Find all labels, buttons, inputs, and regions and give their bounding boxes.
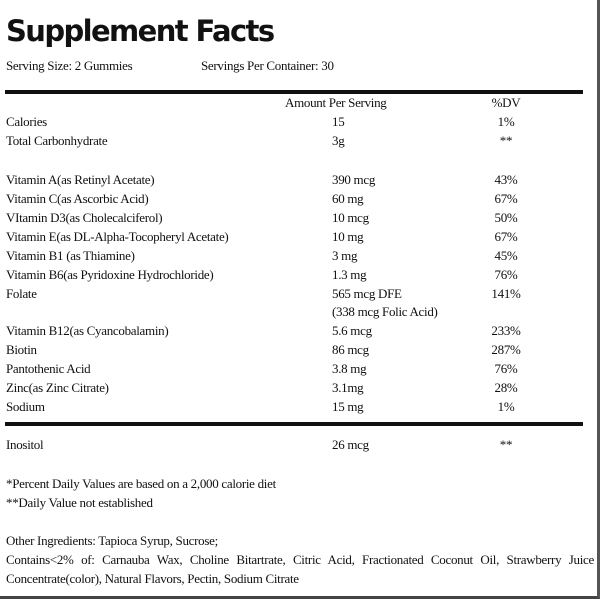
nutrient-amount: 5.6 mcg xyxy=(332,323,372,338)
nutrient-amount: 26 mcg xyxy=(332,437,369,452)
nutrient-dv: 45% xyxy=(494,248,518,263)
nutrient-dv: 76% xyxy=(494,361,518,376)
nutrient-dv: ** xyxy=(499,133,513,148)
serving-size: Serving Size: 2 Gummies xyxy=(6,58,133,73)
nutrient-amount: 15 mg xyxy=(332,399,364,414)
nutrient-dv: ** xyxy=(499,437,513,452)
nutrient-name: Vitamin E(as DL-Alpha-Tocopheryl Acetate… xyxy=(6,229,229,244)
nutrient-amount: 10 mcg xyxy=(332,210,369,225)
nutrient-row: Sodium 15 mg 1% xyxy=(0,399,600,415)
header-amount: Amount Per Serving xyxy=(285,95,387,110)
nutrient-name: Biotin xyxy=(6,342,37,357)
nutrient-amount: 15 xyxy=(332,114,345,129)
nutrient-amount: 10 mg xyxy=(332,229,364,244)
nutrient-row: Biotin 86 mcg 287% xyxy=(0,342,600,358)
nutrient-row: Pantothenic Acid 3.8 mg 76% xyxy=(0,361,600,377)
nutrient-amount: 565 mcg DFE xyxy=(332,286,402,301)
nutrient-name: Sodium xyxy=(6,399,45,414)
nutrient-dv: 1% xyxy=(497,114,515,129)
nutrient-row: Vitamin C(as Ascorbic Acid) 60 mg 67% xyxy=(0,191,600,207)
footnote-not-established: **Daily Value not established xyxy=(6,495,153,510)
nutrient-name: Total Carbonhydrate xyxy=(6,133,108,148)
nutrient-dv: 233% xyxy=(491,323,521,338)
nutrient-dv: 43% xyxy=(494,172,518,187)
nutrient-name: VItamin D3(as Cholecalciferol) xyxy=(6,210,163,225)
servings-per-container: Servings Per Container: 30 xyxy=(201,58,334,73)
nutrient-row: Vitamin B12(as Cyancobalamin) 5.6 mcg 233% xyxy=(0,323,600,339)
nutrient-dv: 287% xyxy=(491,342,521,357)
contains-ingredients: Contains<2% of: Carnauba Wax, Choline Bi… xyxy=(6,552,594,586)
nutrient-row: VItamin D3(as Cholecalciferol) 10 mcg 50% xyxy=(0,210,600,226)
page-title: Supplement Facts xyxy=(6,14,275,48)
nutrient-dv: 1% xyxy=(497,399,515,414)
nutrient-name: Zinc(as Zinc Citrate) xyxy=(6,380,109,395)
divider-top xyxy=(5,90,583,94)
nutrient-amount: 390 mcg xyxy=(332,172,376,187)
nutrient-amount: 3.8 mg xyxy=(332,361,367,376)
nutrient-amount: 3g xyxy=(332,133,345,148)
nutrient-row: Folate 565 mcg DFE 141% xyxy=(0,286,600,302)
nutrient-amount: 60 mg xyxy=(332,191,364,206)
nutrient-dv: 67% xyxy=(494,191,518,206)
nutrient-amount: 3 mg xyxy=(332,248,358,263)
nutrient-row: Vitamin A(as Retinyl Acetate) 390 mcg 43% xyxy=(0,172,600,188)
nutrient-name: Vitamin A(as Retinyl Acetate) xyxy=(6,172,155,187)
nutrient-name: Pantothenic Acid xyxy=(6,361,91,376)
nutrient-row: Vitamin B6(as Pyridoxine Hydrochloride) 1… xyxy=(0,267,600,283)
nutrient-dv: 28% xyxy=(494,380,518,395)
nutrient-amount: 86 mcg xyxy=(332,342,369,357)
divider-bottom xyxy=(5,422,583,426)
nutrient-row: Vitamin E(as DL-Alpha-Tocopheryl Acetate… xyxy=(0,229,600,245)
nutrient-row: Inositol 26 mcg ** xyxy=(0,437,600,453)
footnote-dv: *Percent Daily Values are based on a 2,0… xyxy=(6,476,276,491)
nutrient-row: Total Carbonhydrate 3g ** xyxy=(0,133,600,149)
header-dv: %DV xyxy=(491,95,521,110)
other-ingredients: Other Ingredients: Tapioca Syrup, Sucros… xyxy=(6,533,218,548)
nutrient-name: Vitamin B1 (as Thiamine) xyxy=(6,248,135,263)
nutrient-amount: 3.1mg xyxy=(332,380,364,395)
nutrient-row: Zinc(as Zinc Citrate) 3.1mg 28% xyxy=(0,380,600,396)
nutrient-name: Vitamin C(as Ascorbic Acid) xyxy=(6,191,149,206)
nutrient-name: Vitamin B12(as Cyancobalamin) xyxy=(6,323,169,338)
nutrient-amount: 1.3 mg xyxy=(332,267,367,282)
nutrient-dv: 67% xyxy=(494,229,518,244)
nutrient-name: Vitamin B6(as Pyridoxine Hydrochloride) xyxy=(6,267,214,282)
nutrient-name: Folate xyxy=(6,286,37,301)
nutrient-row: Calories 15 1% xyxy=(0,114,600,130)
nutrient-dv: 50% xyxy=(494,210,518,225)
nutrient-dv: 141% xyxy=(491,286,521,301)
nutrient-row: Vitamin B1 (as Thiamine) 3 mg 45% xyxy=(0,248,600,264)
nutrient-name: Calories xyxy=(6,114,47,129)
nutrient-row: (338 mcg Folic Acid) xyxy=(0,304,600,320)
nutrient-dv: 76% xyxy=(494,267,518,282)
nutrient-name: Inositol xyxy=(6,437,44,452)
nutrient-amount: (338 mcg Folic Acid) xyxy=(332,304,438,319)
